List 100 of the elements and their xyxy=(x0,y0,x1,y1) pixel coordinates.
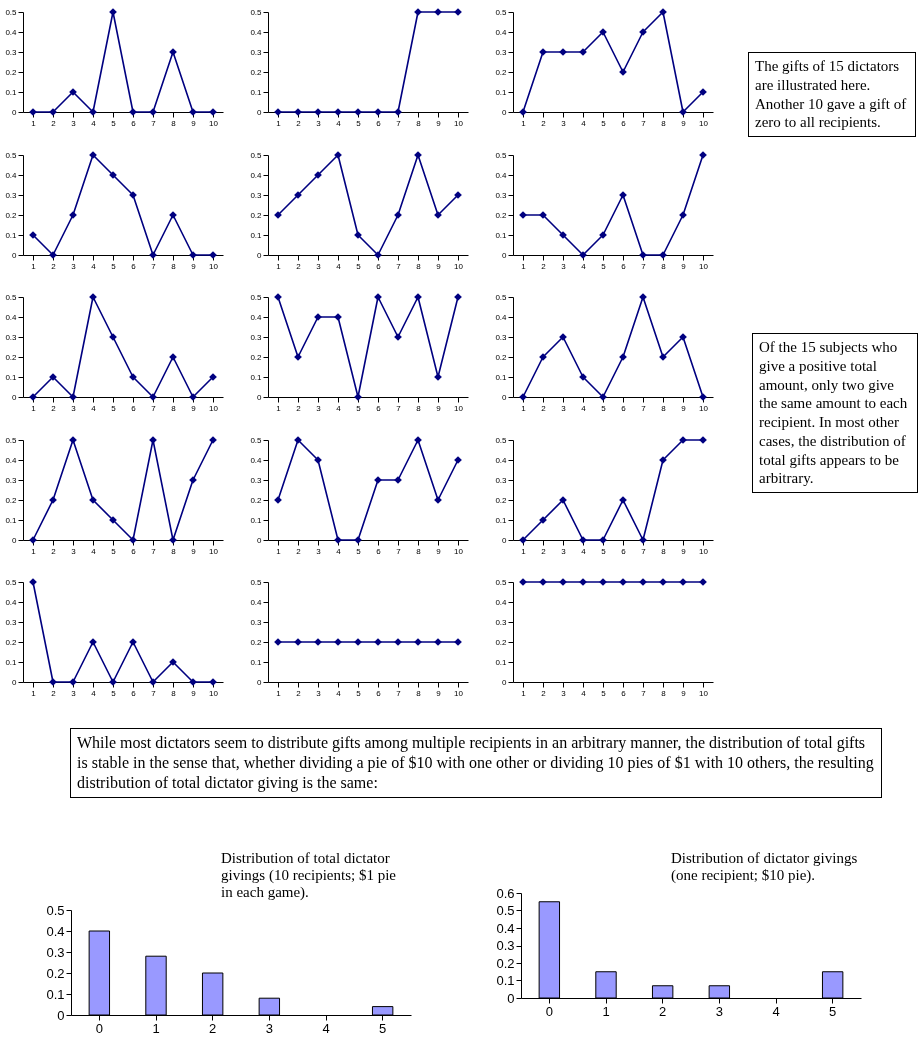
y-tick-label: 0.1 xyxy=(250,372,263,382)
x-tick-label: 3 xyxy=(715,1003,723,1019)
x-tick-label: 6 xyxy=(376,688,382,698)
x-tick-label: 9 xyxy=(681,261,687,271)
x-tick-label: 6 xyxy=(621,261,627,271)
y-tick-label: 0.4 xyxy=(495,312,508,322)
x-tick-label: 5 xyxy=(111,546,117,556)
x-tick-label: 1 xyxy=(31,118,37,128)
y-tick-label: 0.3 xyxy=(250,332,263,342)
y-tick-label: 0.3 xyxy=(496,938,515,953)
x-tick-label: 4 xyxy=(322,1020,330,1036)
x-tick-label: 9 xyxy=(681,118,687,128)
x-tick-label: 8 xyxy=(416,403,422,413)
y-tick-label: 0.1 xyxy=(5,230,18,240)
x-tick-label: 6 xyxy=(621,118,627,128)
y-tick-label: 0.5 xyxy=(250,577,263,587)
x-tick-label: 8 xyxy=(416,261,422,271)
x-tick-label: 1 xyxy=(276,688,282,698)
x-tick-label: 8 xyxy=(661,261,667,271)
y-tick-label: 0.5 xyxy=(5,292,18,302)
x-tick-label: 8 xyxy=(416,546,422,556)
y-tick-label: 0.1 xyxy=(250,87,263,97)
x-tick-label: 4 xyxy=(336,546,342,556)
y-tick-label: 0.3 xyxy=(46,944,65,960)
y-tick-label: 0.5 xyxy=(5,150,18,160)
x-tick-label: 1 xyxy=(521,688,527,698)
x-tick-label: 8 xyxy=(661,546,667,556)
x-tick-label: 7 xyxy=(641,403,647,413)
y-tick-label: 0.5 xyxy=(46,902,65,918)
y-tick-label: 0.2 xyxy=(5,495,18,505)
x-tick-label: 7 xyxy=(151,261,157,271)
y-tick-label: 0.5 xyxy=(250,150,263,160)
text: The gifts of 15 dictators are illustrated here. Another 10 gave a gift of zero to all recipients. xyxy=(755,57,908,132)
x-tick-label: 5 xyxy=(379,1020,387,1036)
y-tick-label: 0.1 xyxy=(495,87,508,97)
x-tick-label: 6 xyxy=(376,546,382,556)
x-tick-label: 4 xyxy=(581,118,587,128)
x-tick-label: 9 xyxy=(436,546,442,556)
y-tick-label: 0.1 xyxy=(495,372,508,382)
y-tick-label: 0 xyxy=(12,677,18,687)
x-tick-label: 1 xyxy=(276,546,282,556)
y-tick-label: 0.2 xyxy=(46,965,65,981)
x-tick-label: 7 xyxy=(151,546,157,556)
x-tick-label: 2 xyxy=(296,688,302,698)
x-tick-label: 6 xyxy=(131,118,137,128)
y-tick-label: 0.5 xyxy=(5,435,18,445)
x-tick-label: 7 xyxy=(396,261,402,271)
y-tick-label: 0.3 xyxy=(495,475,508,485)
x-tick-label: 9 xyxy=(681,403,687,413)
x-tick-label: 4 xyxy=(581,688,587,698)
x-tick-label: 4 xyxy=(581,403,587,413)
y-tick-label: 0 xyxy=(12,392,18,402)
y-tick-label: 0.2 xyxy=(250,495,263,505)
x-tick-label: 5 xyxy=(601,546,607,556)
y-tick-label: 0.4 xyxy=(5,170,18,180)
x-tick-label: 9 xyxy=(436,403,442,413)
y-tick-label: 0 xyxy=(257,392,263,402)
y-tick-label: 0.3 xyxy=(250,475,263,485)
x-tick-label: 5 xyxy=(356,118,362,128)
y-tick-label: 0 xyxy=(502,107,508,117)
x-tick-label: 9 xyxy=(191,118,197,128)
x-tick-label: 5 xyxy=(111,118,117,128)
y-tick-label: 0 xyxy=(257,107,263,117)
x-tick-label: 6 xyxy=(621,688,627,698)
y-tick-label: 0.3 xyxy=(495,617,508,627)
x-tick-label: 1 xyxy=(31,403,37,413)
x-tick-label: 4 xyxy=(336,261,342,271)
x-tick-label: 1 xyxy=(31,261,37,271)
x-tick-label: 9 xyxy=(436,688,442,698)
x-tick-label: 8 xyxy=(661,118,667,128)
x-tick-label: 10 xyxy=(699,546,709,556)
x-tick-label: 2 xyxy=(541,403,547,413)
x-tick-label: 3 xyxy=(71,261,77,271)
x-tick-label: 8 xyxy=(171,403,177,413)
x-tick-label: 10 xyxy=(454,118,464,128)
chart-title: Distribution of dictator givings (one recipient; $10 pie). xyxy=(671,850,858,884)
x-tick-label: 10 xyxy=(209,403,219,413)
y-tick-label: 0.1 xyxy=(495,230,508,240)
x-tick-label: 0 xyxy=(545,1003,553,1019)
x-tick-label: 9 xyxy=(436,118,442,128)
x-tick-label: 3 xyxy=(316,688,322,698)
text: While most dictators seem to distribute gifts among multiple recipients in an arbitrary manner, the distribution of total gifts is stable in the sense that, whether dividing a pie of $10 with one other or dividing 10 pies of $1 with 10 others, the resulting distribution of total dictator giving is the same: xyxy=(77,733,875,793)
x-tick-label: 3 xyxy=(561,688,567,698)
x-tick-label: 6 xyxy=(131,546,137,556)
x-tick-label: 4 xyxy=(91,261,97,271)
y-tick-label: 0.2 xyxy=(5,67,18,77)
x-tick-label: 10 xyxy=(699,403,709,413)
y-tick-label: 0.1 xyxy=(46,986,65,1002)
x-tick-label: 3 xyxy=(561,118,567,128)
x-tick-label: 8 xyxy=(661,688,667,698)
x-tick-label: 2 xyxy=(51,118,57,128)
x-tick-label: 2 xyxy=(296,118,302,128)
x-tick-label: 7 xyxy=(151,403,157,413)
x-tick-label: 7 xyxy=(641,261,647,271)
y-tick-label: 0.1 xyxy=(5,87,18,97)
x-tick-label: 7 xyxy=(396,546,402,556)
x-tick-label: 3 xyxy=(561,546,567,556)
y-tick-label: 0.3 xyxy=(250,47,263,57)
x-tick-label: 3 xyxy=(316,403,322,413)
y-tick-label: 0.4 xyxy=(5,597,18,607)
